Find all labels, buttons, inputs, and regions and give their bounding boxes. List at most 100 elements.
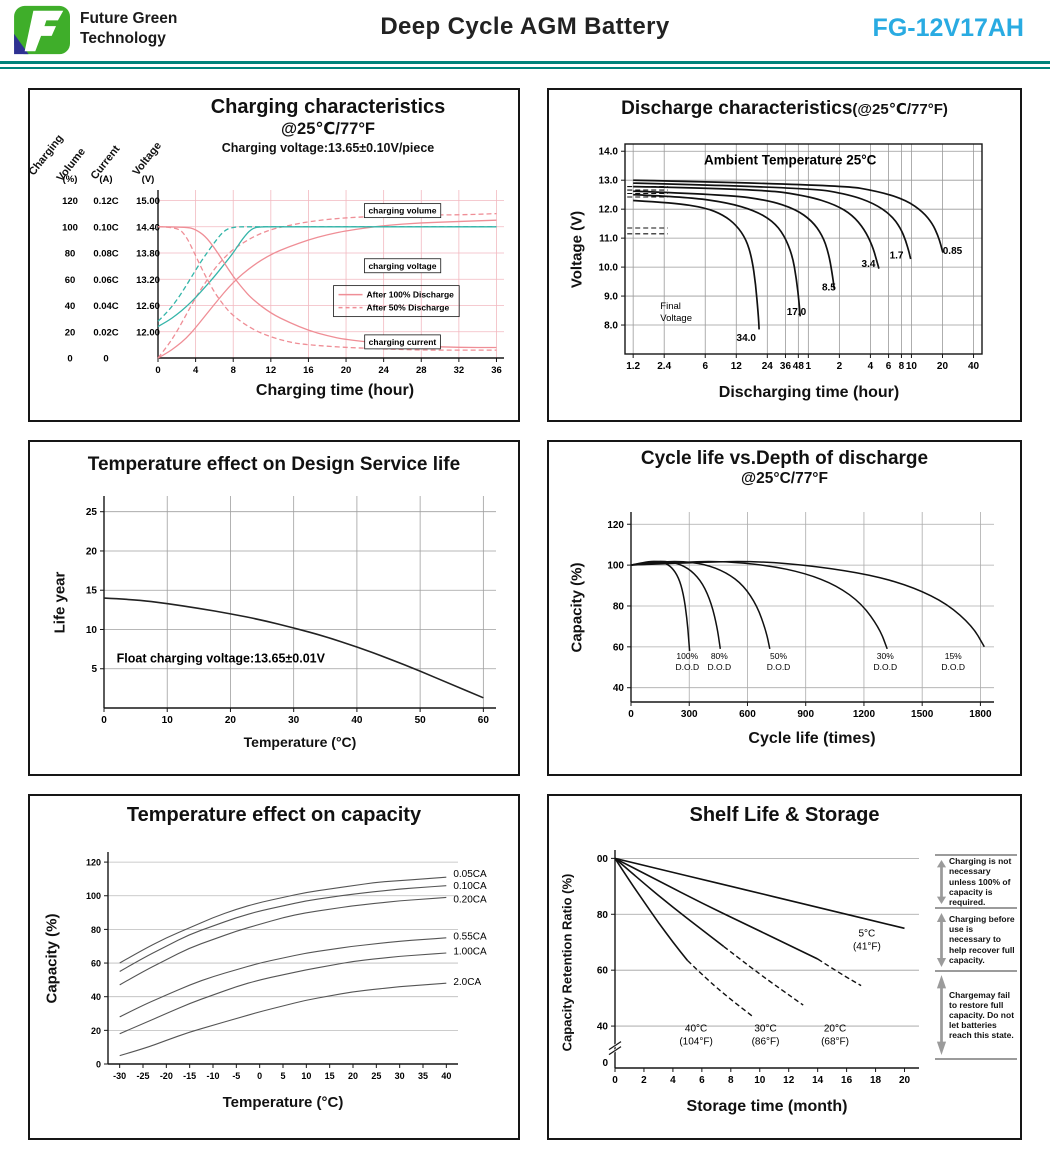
storage-note-text: Charging is not necessary unless 100% of…: [949, 856, 1012, 907]
svg-text:D.O.D: D.O.D: [708, 662, 732, 672]
svg-text:charging current: charging current: [369, 337, 437, 347]
svg-text:10: 10: [86, 625, 98, 636]
svg-text:10: 10: [162, 715, 174, 726]
svg-text:15%: 15%: [945, 651, 962, 661]
svg-text:60: 60: [597, 966, 609, 977]
svg-text:50%: 50%: [770, 651, 787, 661]
svg-text:120: 120: [62, 196, 78, 207]
svg-text:4: 4: [193, 365, 199, 376]
svg-text:36: 36: [491, 365, 502, 376]
storage-note-text: Chargemay fail to restore full capacity.…: [949, 989, 1015, 1041]
up-down-arrow-icon: [936, 975, 947, 1055]
company-name-line1: Future Green: [80, 10, 178, 27]
svg-text:8.5: 8.5: [822, 282, 836, 293]
svg-text:charging volume: charging volume: [368, 206, 436, 216]
svg-text:80: 80: [597, 910, 609, 921]
x-axis-label: Charging time (hour): [255, 382, 415, 399]
up-down-arrow-icon: [936, 912, 947, 967]
company-name: Future Green Technology: [80, 9, 177, 49]
svg-text:5: 5: [280, 1071, 285, 1081]
svg-text:2.4: 2.4: [657, 361, 671, 372]
discharge-characteristics-plot: 1.2 2.4 6 12 24 36 48 1 2 4 6 8 10 20 408.09.010.011.0…: [599, 143, 983, 372]
svg-text:25: 25: [371, 1071, 381, 1081]
x-axis-label: Discharging time (hour): [718, 384, 900, 401]
chart-title-suffix: (@25℃/77°F): [852, 101, 948, 118]
svg-text:20: 20: [937, 361, 949, 372]
cycle-life-plot: 0 300 600 900 1200 1500 1800406080100120100%D.…: [607, 512, 994, 720]
svg-text:48: 48: [793, 361, 805, 372]
svg-text:80: 80: [91, 925, 101, 935]
svg-text:15: 15: [86, 586, 98, 597]
svg-text:0.20CA: 0.20CA: [453, 894, 487, 905]
svg-text:D.O.D: D.O.D: [941, 662, 965, 672]
svg-text:0.06C: 0.06C: [93, 275, 118, 286]
svg-text:40: 40: [597, 1022, 609, 1033]
svg-text:6: 6: [886, 361, 892, 372]
svg-text:18: 18: [870, 1075, 882, 1086]
svg-text:3.4: 3.4: [862, 259, 876, 270]
svg-text:0.12C: 0.12C: [93, 196, 118, 207]
svg-text:15: 15: [325, 1071, 335, 1081]
svg-text:(%): (%): [63, 174, 78, 185]
svg-text:8: 8: [231, 365, 236, 376]
svg-text:-5: -5: [232, 1071, 240, 1081]
svg-text:0.10CA: 0.10CA: [453, 881, 487, 892]
svg-text:30: 30: [288, 715, 300, 726]
x-axis-label: Storage time (month): [686, 1098, 848, 1115]
charging-voltage-note: Charging voltage:13.65±0.10V/piece: [221, 141, 435, 155]
svg-text:60: 60: [65, 275, 76, 286]
svg-text:0.10C: 0.10C: [93, 222, 118, 233]
chart-title-block: Charging characteristics @25℃/77°F Charg…: [148, 96, 508, 155]
svg-text:15.00: 15.00: [136, 196, 160, 207]
x-axis-label: Temperature (°C): [243, 734, 357, 750]
panel-charging-characteristics: Charging characteristics @25℃/77°F Charg…: [27, 88, 520, 422]
svg-text:-10: -10: [206, 1071, 219, 1081]
svg-text:40: 40: [351, 715, 363, 726]
svg-text:17.0: 17.0: [787, 307, 807, 318]
svg-text:12.60: 12.60: [136, 301, 160, 312]
svg-text:0: 0: [155, 365, 160, 376]
svg-text:100: 100: [62, 222, 78, 233]
svg-text:24: 24: [378, 365, 389, 376]
chart-subtitle: @25°C/77°F: [741, 470, 828, 487]
svg-text:300: 300: [681, 709, 698, 720]
svg-text:12.0: 12.0: [599, 205, 619, 216]
svg-text:100: 100: [607, 561, 624, 572]
storage-notes: Charging is not necessary unless 100% of…: [935, 854, 1017, 1060]
svg-text:16: 16: [303, 365, 314, 376]
svg-text:100: 100: [86, 891, 101, 901]
svg-text:60: 60: [613, 642, 625, 653]
chart-title: Cycle life vs.Depth of discharge: [640, 448, 929, 469]
chart-subtitle: @25℃/77°F: [280, 120, 376, 138]
svg-text:After 50% Discharge: After 50% Discharge: [367, 303, 450, 313]
model-number: FG-12V17AH: [872, 14, 1024, 42]
svg-text:50: 50: [415, 715, 427, 726]
up-down-arrow-icon: [936, 859, 947, 904]
svg-text:0: 0: [96, 1060, 101, 1070]
svg-text:120: 120: [86, 858, 101, 868]
svg-text:40: 40: [613, 683, 625, 694]
svg-text:20: 20: [91, 1026, 101, 1036]
svg-text:20: 20: [65, 327, 76, 338]
svg-text:10: 10: [301, 1071, 311, 1081]
svg-text:2: 2: [641, 1075, 647, 1086]
svg-text:Final: Final: [660, 301, 681, 312]
svg-text:40: 40: [91, 992, 101, 1002]
svg-text:80: 80: [613, 601, 625, 612]
svg-text:25: 25: [86, 507, 98, 518]
svg-text:0.05CA: 0.05CA: [453, 869, 487, 880]
svg-text:Voltage: Voltage: [660, 313, 692, 324]
chart-title-block: Cycle life vs.Depth of discharge @25°C/7…: [549, 448, 1020, 488]
svg-text:D.O.D: D.O.D: [873, 662, 897, 672]
svg-text:80: 80: [65, 249, 76, 260]
chart-title: Shelf Life & Storage: [689, 804, 880, 826]
svg-text:13.80: 13.80: [136, 249, 160, 260]
svg-text:(41°F): (41°F): [853, 942, 881, 953]
chart-title: Temperature effect on capacity: [126, 804, 422, 826]
svg-text:6: 6: [702, 361, 708, 372]
svg-text:0.55CA: 0.55CA: [453, 931, 487, 942]
svg-text:35: 35: [418, 1071, 428, 1081]
svg-text:-25: -25: [136, 1071, 149, 1081]
svg-text:40: 40: [968, 361, 980, 372]
svg-text:8: 8: [728, 1075, 734, 1086]
